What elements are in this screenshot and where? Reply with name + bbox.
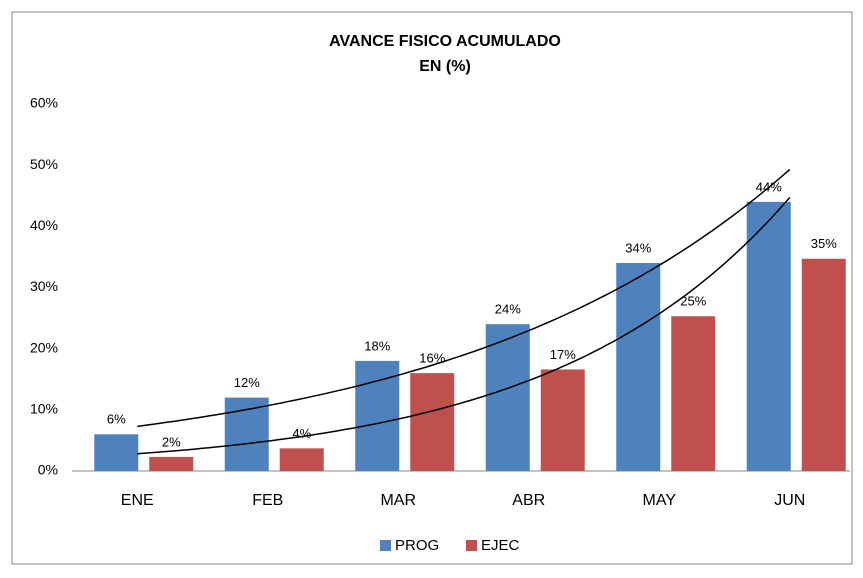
legend-label: PROG: [395, 537, 439, 554]
value-label: 17%: [550, 347, 576, 362]
trendline: [137, 168, 791, 428]
x-tick-label: MAR: [380, 492, 416, 509]
bar: [149, 456, 194, 471]
value-label: 6%: [107, 412, 126, 427]
trendline: [137, 196, 791, 455]
legend-swatch: [466, 540, 477, 551]
y-tick-label: 40%: [30, 217, 58, 233]
chart-border: [11, 11, 853, 565]
value-label: 16%: [419, 351, 445, 366]
bar: [540, 369, 585, 471]
bar: [671, 316, 716, 471]
bar: [224, 397, 269, 471]
y-tick-label: 50%: [30, 156, 58, 172]
value-label: 24%: [495, 302, 521, 317]
value-label: 2%: [162, 434, 181, 449]
bar: [279, 448, 324, 471]
bar: [410, 373, 455, 471]
value-label: 34%: [625, 240, 651, 255]
value-label: 4%: [292, 426, 311, 441]
bar: [485, 324, 530, 471]
x-tick-label: JUN: [774, 492, 805, 509]
bar: [746, 201, 791, 471]
legend-swatch: [380, 540, 391, 551]
value-label: 18%: [364, 338, 390, 353]
y-tick-label: 60%: [30, 95, 58, 111]
bar: [616, 263, 661, 471]
value-label: 35%: [811, 236, 837, 251]
bar: [94, 434, 139, 471]
value-label: 25%: [680, 294, 706, 309]
y-tick-label: 0%: [38, 462, 58, 478]
y-tick-label: 20%: [30, 339, 58, 355]
value-label: 12%: [234, 375, 260, 390]
x-tick-label: ENE: [121, 492, 154, 509]
chart-title: AVANCE FISICO ACUMULADO: [329, 33, 561, 50]
x-tick-label: FEB: [252, 492, 283, 509]
x-tick-label: ABR: [512, 492, 545, 509]
y-tick-label: 30%: [30, 278, 58, 294]
bar: [355, 360, 400, 471]
x-tick-label: MAY: [643, 492, 677, 509]
bar: [801, 258, 846, 471]
chart-subtitle: EN (%): [419, 58, 471, 75]
y-tick-label: 10%: [30, 401, 58, 417]
legend-label: EJEC: [481, 537, 520, 554]
